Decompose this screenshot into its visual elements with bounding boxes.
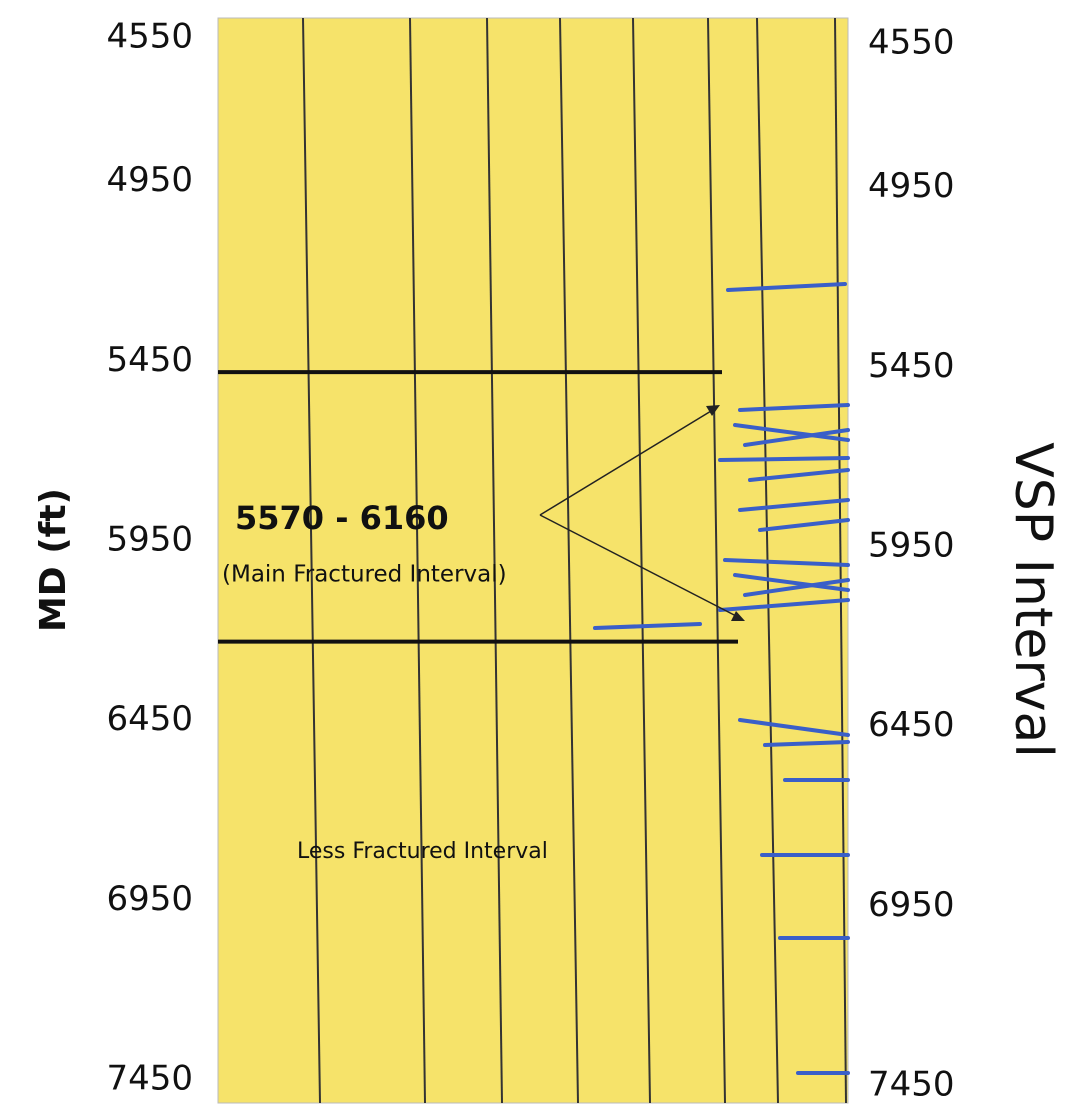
y-tick-label: 5950 bbox=[106, 520, 193, 560]
annotation: (Main Fractured Interval) bbox=[222, 562, 507, 588]
y2-axis-label: VSP Interval bbox=[1003, 442, 1063, 758]
annotation: Less Fractured Interval bbox=[297, 839, 548, 864]
y-tick-label: 4950 bbox=[106, 160, 193, 200]
arrow-head bbox=[731, 611, 745, 621]
y2-tick-label: 5450 bbox=[868, 346, 955, 386]
arrow-head bbox=[706, 405, 720, 416]
fractures bbox=[593, 282, 850, 1075]
y2-tick-label: 4550 bbox=[868, 23, 955, 63]
y2-tick-label: 5950 bbox=[868, 526, 955, 566]
y-tick-label: 5450 bbox=[106, 340, 193, 380]
y2-tick-label: 6450 bbox=[868, 705, 955, 745]
annotation: 5570 - 6160 bbox=[235, 499, 449, 537]
y2-tick-label: 7450 bbox=[868, 1065, 955, 1105]
arrow bbox=[539, 514, 741, 619]
y-tick-label: 6950 bbox=[106, 879, 193, 919]
y2-tick-label: 6950 bbox=[868, 885, 955, 925]
y-tick-label: 4550 bbox=[106, 17, 193, 57]
y-tick-label: 6450 bbox=[106, 699, 193, 739]
y-tick-label: 7450 bbox=[106, 1059, 193, 1099]
y2-tick-label: 4950 bbox=[868, 166, 955, 206]
track-lines bbox=[302, 17, 847, 1104]
y-axis-label: MD (ft) bbox=[33, 488, 74, 632]
arrow bbox=[539, 407, 717, 516]
